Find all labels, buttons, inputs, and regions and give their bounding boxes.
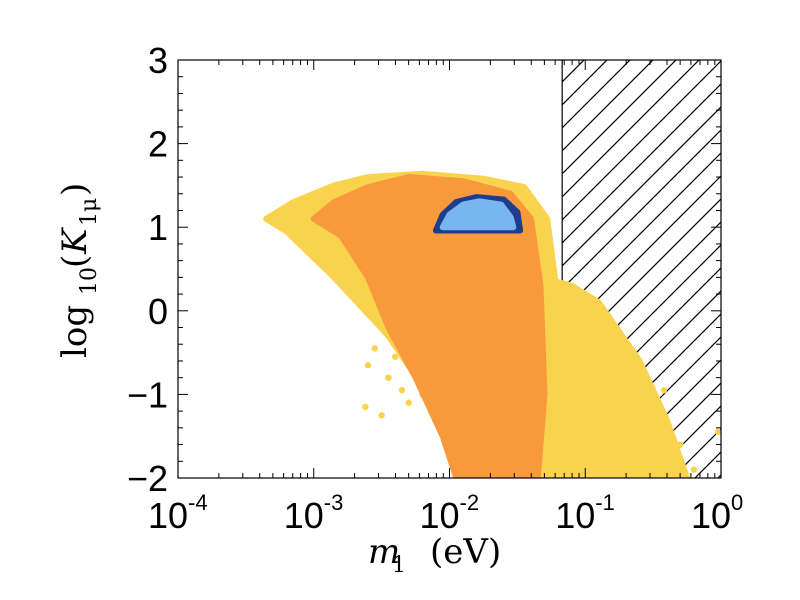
svg-text:1: 1 [392, 553, 406, 578]
yellow-region-point [652, 433, 660, 440]
yellow-region-point [670, 453, 677, 461]
x-tick-base: 10 [148, 495, 188, 536]
x-tick-base: 10 [419, 495, 459, 536]
x-tick-base: 10 [284, 495, 324, 536]
svg-text:m: m [368, 532, 400, 572]
x-tick-label: 10 -1 [555, 490, 615, 536]
plot-area [263, 60, 721, 478]
yellow-region-point [690, 466, 698, 473]
x-tick-exponent: -3 [324, 490, 344, 515]
yellow-region-point [378, 412, 385, 419]
y-tick-label: −1 [127, 374, 168, 415]
svg-text:): ) [55, 183, 95, 196]
yellow-region-point [677, 441, 684, 448]
x-tick-label: 10 -4 [148, 490, 208, 536]
yellow-region-point [398, 387, 406, 394]
svg-text:log: log [55, 305, 95, 358]
x-tick-exponent: -4 [188, 490, 208, 515]
yellow-region-point [660, 387, 668, 394]
svg-text:(: ( [55, 255, 95, 268]
svg-text:1μ: 1μ [77, 198, 102, 226]
x-tick-base: 10 [691, 495, 731, 536]
svg-text:10: 10 [77, 267, 102, 295]
yellow-region-point [362, 403, 369, 411]
x-tick-label: 10 -2 [419, 490, 479, 536]
y-tick-label: 3 [148, 40, 168, 81]
x-tick-exponent: -1 [595, 490, 615, 515]
x-tick-exponent: -2 [460, 490, 480, 515]
y-tick-label: 2 [148, 124, 168, 165]
svg-text:(eV): (eV) [430, 532, 501, 572]
yellow-region-point [622, 353, 630, 360]
yellow-region-point [392, 353, 399, 360]
yellow-region-point [385, 374, 392, 381]
y-tick-label: 1 [148, 207, 168, 248]
x-tick-base: 10 [555, 495, 595, 536]
yellow-region-point [715, 428, 721, 436]
yellow-region-point [371, 345, 379, 352]
yellow-region-point [405, 399, 412, 406]
x-tick-label: 10 -3 [284, 490, 344, 536]
svg-text:K: K [55, 226, 95, 255]
x-tick-exponent: 0 [731, 490, 743, 515]
y-tick-label: 0 [148, 291, 168, 332]
orange-region [310, 174, 548, 478]
x-tick-label: 10 0 [691, 490, 743, 536]
yellow-region-point [636, 399, 643, 406]
y-axis-label: log 10 ( K 1μ ) [55, 183, 102, 358]
yellow-region-point [364, 361, 372, 369]
axes-frame [177, 59, 722, 479]
y-tick-label: −2 [127, 458, 168, 499]
x-axis-label: m 1 (eV) [368, 532, 501, 578]
light-blue-region [439, 198, 517, 231]
